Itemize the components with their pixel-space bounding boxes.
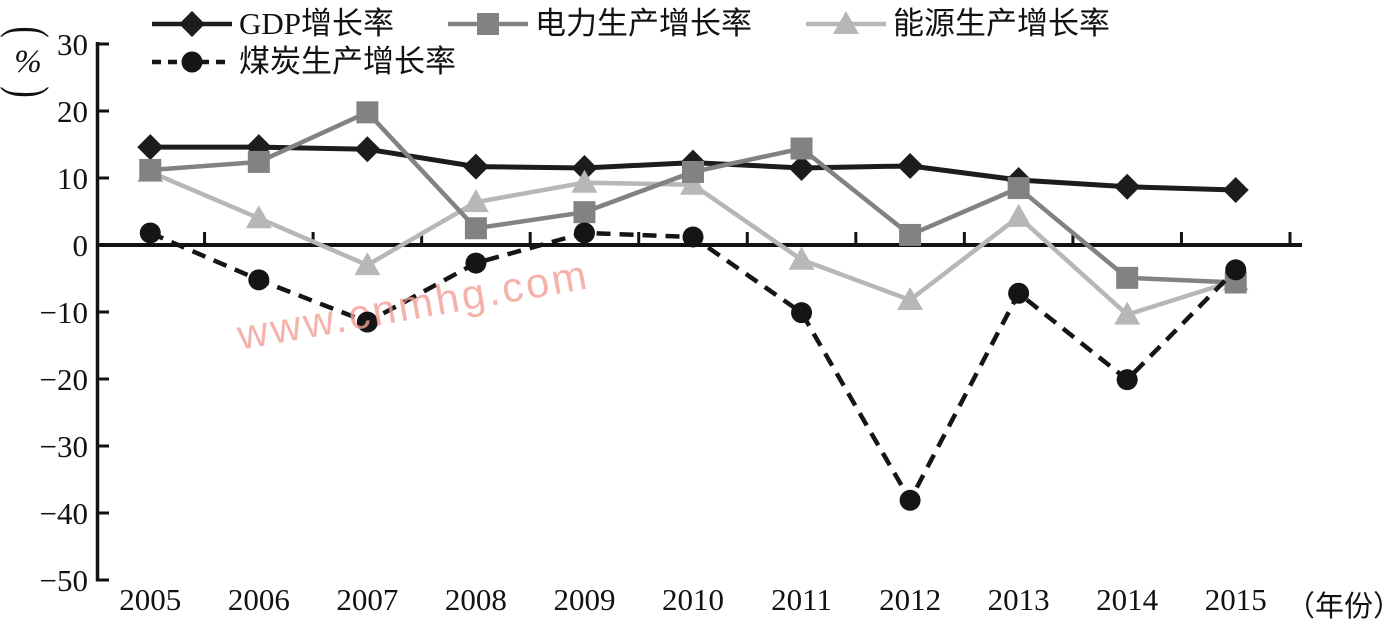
- legend-item-energy: 能源生产增长率: [806, 6, 1110, 42]
- x-tick-label: 2015: [1205, 582, 1267, 617]
- y-tick-label: 10: [57, 161, 88, 196]
- legend-item-gdp: GDP增长率: [152, 6, 394, 42]
- series-electricity: [139, 101, 1247, 294]
- x-tick-label: 2010: [662, 582, 724, 617]
- y-tick-label: 20: [57, 94, 88, 129]
- y-tick-label: 30: [57, 27, 88, 62]
- legend-label: 煤炭生产增长率: [239, 44, 456, 79]
- x-tick-label: 2011: [771, 582, 832, 617]
- y-tick-label: 0: [73, 228, 89, 263]
- x-tick-label: 2012: [879, 582, 941, 617]
- legend-marker-circle-icon: [152, 51, 232, 73]
- x-tick-label: 2013: [988, 582, 1050, 617]
- y-axis-unit-label: ( % ): [0, 22, 59, 102]
- legend-label: 电力生产增长率: [535, 6, 753, 41]
- chart-legend: GDP增长率 电力生产增长率 能源生产增长率煤炭生产增长率: [152, 6, 1212, 80]
- series-markers-coal: [139, 222, 1247, 511]
- legend-item-coal: 煤炭生产增长率: [152, 44, 456, 80]
- series-coal: [139, 222, 1247, 511]
- series-markers-electricity: [139, 101, 1247, 294]
- series-line-electricity: [150, 109, 1236, 285]
- y-tick-label: −30: [40, 429, 88, 464]
- x-tick-label: 2009: [553, 582, 615, 617]
- y-tick-label: −50: [40, 563, 88, 598]
- x-axis-unit-label: （年份）: [1286, 591, 1394, 623]
- x-tick-label: 2014: [1096, 582, 1159, 617]
- legend-marker-diamond-icon: [152, 11, 232, 37]
- legend-marker-square-icon: [448, 13, 529, 35]
- x-tick-label: 2005: [119, 582, 181, 617]
- legend-item-electricity: 电力生产增长率: [448, 6, 752, 42]
- x-tick-label: 2008: [445, 582, 507, 617]
- x-axis: 2005 2006 2007 2008 2009 2010 2011 2012 2013 2014…: [96, 232, 1302, 617]
- y-unit-paren-open: (: [0, 26, 59, 38]
- legend-marker-triangle-icon: [806, 11, 887, 34]
- series-line-coal: [149, 230, 1238, 505]
- x-tick-label: 2006: [228, 582, 290, 617]
- y-unit-percent: %: [14, 44, 42, 80]
- y-unit-paren-close: ): [0, 86, 59, 98]
- legend-label: GDP增长率: [239, 6, 395, 41]
- y-tick-label: −40: [40, 496, 88, 531]
- y-tick-label: −20: [40, 362, 88, 397]
- y-axis: 30 20 10 0 −10 −20 −30 −40 −50: [40, 27, 109, 598]
- legend-label: 能源生产增长率: [893, 6, 1111, 41]
- y-tick-label: −10: [40, 295, 88, 330]
- x-tick-label: 2007: [336, 582, 398, 617]
